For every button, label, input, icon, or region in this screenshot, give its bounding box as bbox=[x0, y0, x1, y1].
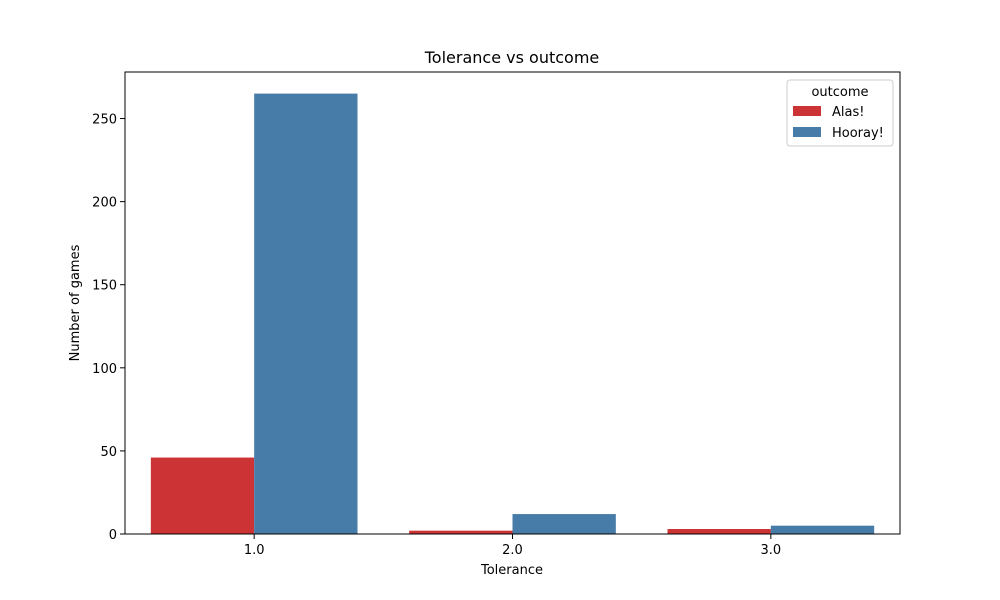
x-axis-label: Tolerance bbox=[480, 563, 543, 578]
x-axis: 1.0 2.0 3.0 bbox=[244, 534, 781, 558]
y-tick-label: 200 bbox=[92, 196, 117, 211]
bar bbox=[770, 525, 875, 534]
legend-swatch bbox=[793, 127, 821, 137]
bar bbox=[409, 530, 513, 534]
legend-label: Alas! bbox=[832, 105, 864, 120]
chart-title: Tolerance vs outcome bbox=[424, 48, 600, 67]
x-tick-label: 2.0 bbox=[502, 543, 523, 558]
y-tick-label: 50 bbox=[100, 445, 117, 460]
y-tick-label: 100 bbox=[92, 362, 117, 377]
y-axis-label: Number of games bbox=[68, 244, 83, 361]
legend-swatch bbox=[793, 106, 821, 116]
bar bbox=[512, 514, 616, 534]
bar bbox=[150, 457, 255, 534]
y-axis: 0 50 100 150 200 250 bbox=[92, 113, 125, 543]
x-tick-label: 1.0 bbox=[244, 543, 265, 558]
bar bbox=[254, 93, 358, 535]
bar bbox=[667, 529, 771, 534]
legend-title: outcome bbox=[811, 85, 868, 100]
y-tick-label: 150 bbox=[92, 279, 117, 294]
y-tick-label: 0 bbox=[109, 528, 117, 543]
x-tick-label: 3.0 bbox=[760, 543, 781, 558]
legend-label: Hooray! bbox=[832, 126, 884, 141]
y-tick-label: 250 bbox=[92, 113, 117, 128]
plot-area bbox=[150, 93, 875, 535]
legend: outcome Alas! Hooray! bbox=[786, 79, 894, 147]
